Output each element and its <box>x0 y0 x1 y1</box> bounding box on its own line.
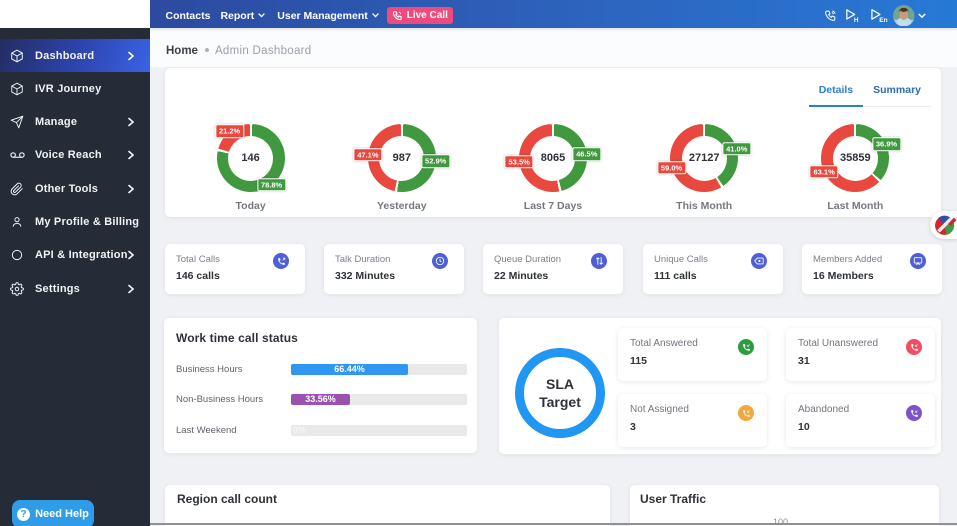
svg-text:H: H <box>854 17 859 23</box>
svg-text:En: En <box>879 17 887 23</box>
